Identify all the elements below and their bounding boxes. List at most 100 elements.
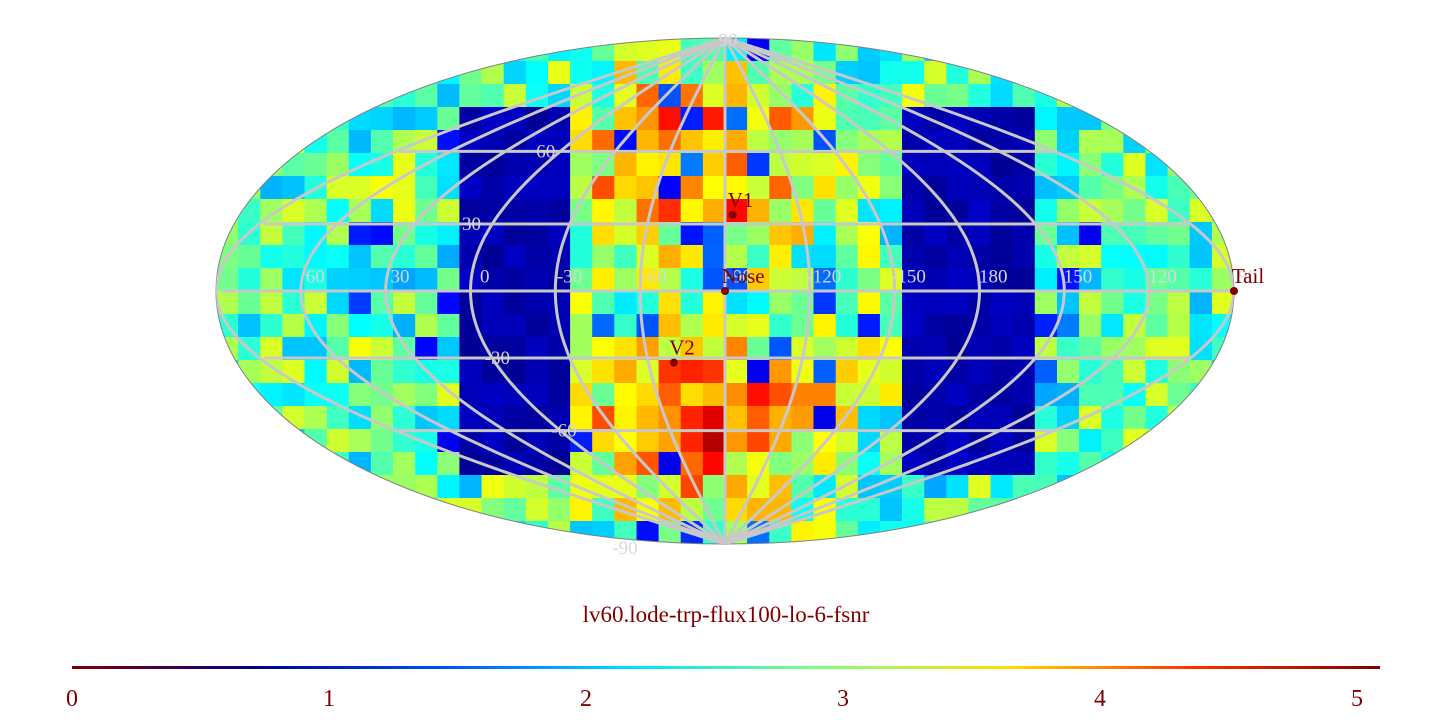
map-cell	[282, 452, 306, 476]
map-cell	[370, 222, 394, 246]
map-cell	[503, 383, 527, 407]
map-cell	[393, 268, 416, 292]
map-cell	[1189, 521, 1213, 544]
map-cell	[570, 199, 593, 223]
map-cell	[857, 429, 881, 453]
map-cell	[902, 360, 925, 384]
map-cell	[902, 268, 925, 292]
map-cell	[636, 268, 660, 292]
map-cell	[1079, 84, 1102, 108]
map-cell	[437, 337, 460, 361]
map-cell	[924, 268, 947, 292]
map-cell	[370, 360, 394, 384]
map-cell	[1211, 107, 1234, 131]
map-cell	[924, 360, 947, 384]
map-cell	[260, 337, 283, 361]
map-cell	[1167, 130, 1191, 154]
map-cell	[1167, 383, 1191, 407]
map-cell	[260, 498, 283, 522]
map-cell	[1189, 429, 1213, 453]
map-cell	[636, 521, 660, 544]
map-cell	[503, 176, 527, 200]
map-cell	[702, 360, 726, 384]
map-cell	[990, 130, 1014, 154]
map-cell	[1167, 107, 1191, 131]
map-cell	[990, 245, 1014, 269]
map-cell	[702, 153, 726, 177]
map-cell	[459, 245, 483, 269]
map-cell	[1034, 383, 1058, 407]
map-cell	[1057, 222, 1080, 246]
map-cell	[304, 38, 328, 62]
map-cell	[924, 429, 947, 453]
map-cell	[747, 291, 770, 315]
map-cell	[570, 176, 593, 200]
map-cell	[260, 360, 283, 384]
map-cell	[1167, 452, 1191, 476]
meridian-line	[468, 38, 726, 544]
map-cell	[1101, 291, 1124, 315]
map-cell	[370, 130, 394, 154]
map-cell	[902, 291, 925, 315]
map-cell	[326, 268, 350, 292]
map-cell	[437, 475, 460, 499]
map-cell	[725, 314, 748, 338]
map-cell	[393, 38, 416, 62]
map-cell	[1012, 452, 1036, 476]
map-cell	[924, 199, 947, 223]
map-cell	[1211, 475, 1234, 499]
map-cell	[592, 199, 615, 223]
map-cell	[879, 199, 903, 223]
map-cell	[260, 153, 283, 177]
map-cell	[924, 222, 947, 246]
map-cell	[481, 222, 505, 246]
map-cell	[1034, 521, 1058, 544]
map-cell	[570, 314, 593, 338]
map-cell	[968, 38, 992, 62]
map-cell	[924, 314, 947, 338]
map-cell	[481, 429, 505, 453]
map-cell	[990, 314, 1014, 338]
map-cell	[282, 222, 306, 246]
map-cell	[415, 498, 438, 522]
map-cell	[1057, 337, 1080, 361]
map-cell	[1101, 61, 1124, 85]
map-cell	[459, 337, 483, 361]
map-cell	[813, 153, 837, 177]
longitude-label: 150	[1064, 266, 1093, 287]
map-cell	[282, 314, 306, 338]
map-cell	[769, 452, 792, 476]
map-cell	[370, 245, 394, 269]
map-cell	[1012, 245, 1036, 269]
map-cell	[769, 429, 792, 453]
map-cell	[216, 337, 239, 361]
map-cell	[968, 475, 992, 499]
map-cell	[702, 84, 726, 108]
marker-dot-tail	[1230, 287, 1238, 295]
map-cell	[503, 521, 527, 544]
map-cell	[393, 498, 416, 522]
map-cell	[326, 38, 350, 62]
map-cell	[282, 429, 306, 453]
map-cell	[238, 38, 261, 62]
map-cell	[1211, 337, 1234, 361]
map-cell	[260, 245, 283, 269]
map-cell	[769, 107, 792, 131]
map-cell	[1211, 406, 1234, 430]
map-cell	[592, 245, 615, 269]
map-cell	[260, 429, 283, 453]
map-cell	[415, 84, 438, 108]
map-cell	[370, 38, 394, 62]
latitude-label: 30	[462, 214, 481, 235]
map-cell	[326, 429, 350, 453]
map-cell	[570, 406, 593, 430]
map-cell	[968, 199, 992, 223]
map-cell	[437, 176, 460, 200]
meridian-line	[638, 38, 727, 544]
map-cell	[592, 130, 615, 154]
map-cell	[835, 337, 859, 361]
map-cell	[1079, 337, 1102, 361]
meridian-line	[723, 38, 812, 544]
map-cell	[857, 153, 881, 177]
map-cell	[592, 222, 615, 246]
